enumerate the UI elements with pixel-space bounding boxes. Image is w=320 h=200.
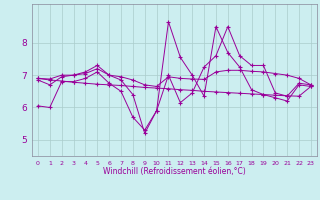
X-axis label: Windchill (Refroidissement éolien,°C): Windchill (Refroidissement éolien,°C): [103, 167, 246, 176]
